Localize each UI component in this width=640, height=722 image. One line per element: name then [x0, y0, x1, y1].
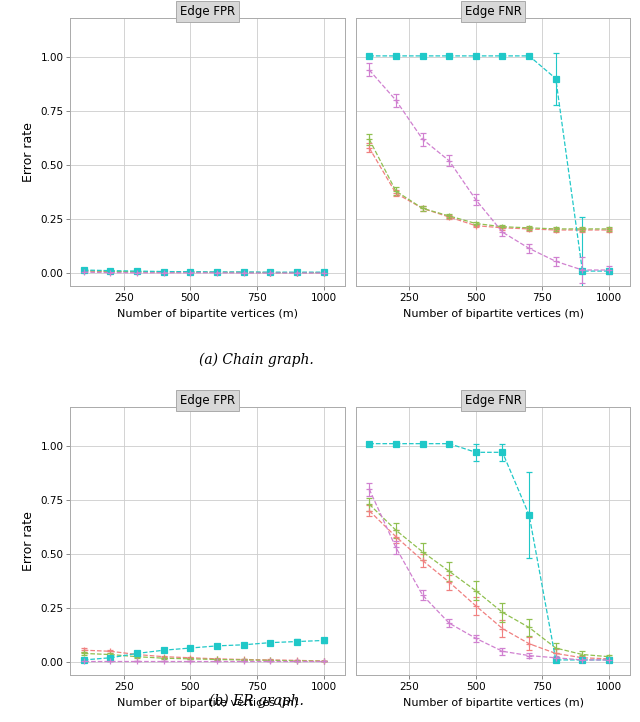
Text: (a) Chain graph.: (a) Chain graph. — [198, 352, 314, 367]
Title: Edge FPR: Edge FPR — [180, 394, 236, 407]
Y-axis label: Error rate: Error rate — [22, 511, 35, 571]
X-axis label: Number of bipartite vertices (m): Number of bipartite vertices (m) — [117, 309, 298, 318]
Title: Edge FNR: Edge FNR — [465, 394, 522, 407]
X-axis label: Number of bipartite vertices (m): Number of bipartite vertices (m) — [403, 697, 584, 708]
X-axis label: Number of bipartite vertices (m): Number of bipartite vertices (m) — [117, 697, 298, 708]
Text: (b) ER graph.: (b) ER graph. — [209, 693, 303, 708]
Title: Edge FNR: Edge FNR — [465, 5, 522, 18]
X-axis label: Number of bipartite vertices (m): Number of bipartite vertices (m) — [403, 309, 584, 318]
Y-axis label: Error rate: Error rate — [22, 122, 35, 182]
Title: Edge FPR: Edge FPR — [180, 5, 236, 18]
